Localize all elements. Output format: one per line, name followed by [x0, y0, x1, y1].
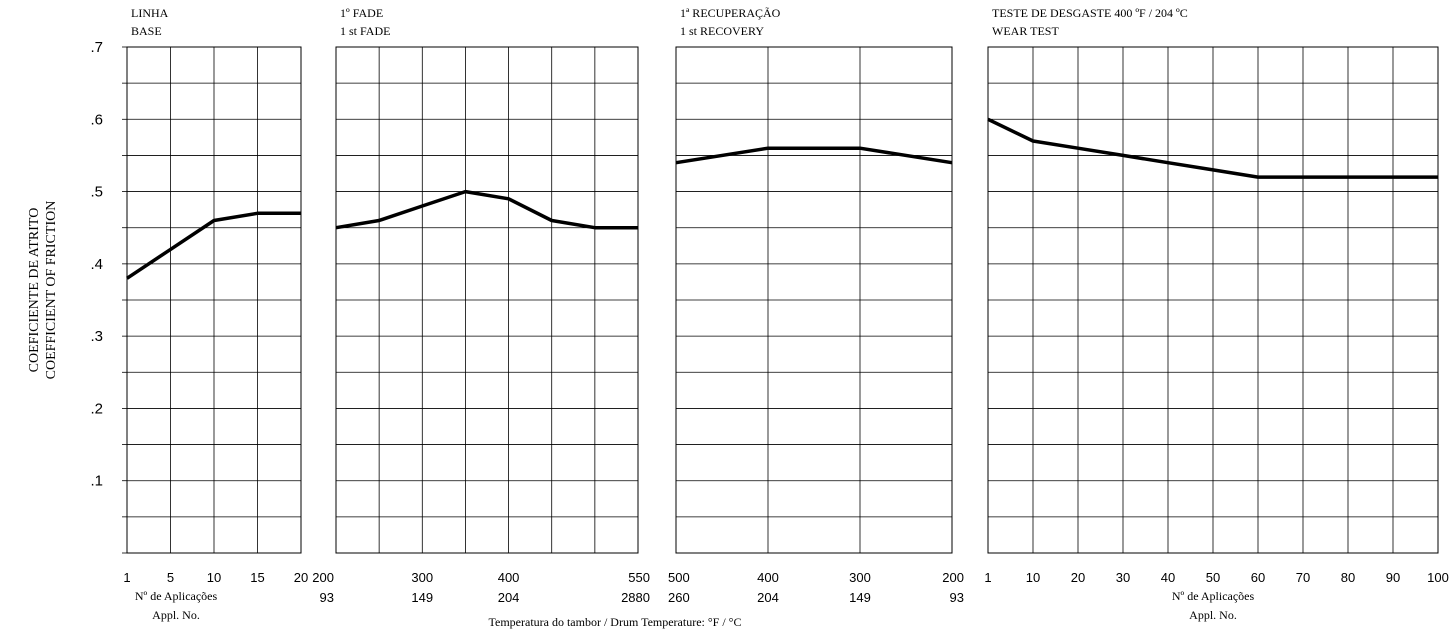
y-axis-label-line1: COEFICIENTE DE ATRITO — [27, 208, 42, 373]
x-tick-label: 1 — [123, 570, 130, 585]
x-tick-label-bottom: 93 — [950, 590, 964, 605]
panel-4 — [987, 46, 1439, 554]
grid-layer — [122, 46, 1439, 554]
x-tick-label-top: 400 — [498, 570, 520, 585]
x-tick-label-top: 500 — [668, 570, 690, 585]
x-tick-label: 90 — [1386, 570, 1400, 585]
x-axis-label-line1: Nº de Aplicações — [135, 589, 218, 603]
y-axis-label-line2: COEFFICIENT OF FRICTION — [44, 201, 59, 380]
panel-title-line1: 1º FADE — [340, 6, 383, 20]
y-tick-label: .4 — [90, 256, 103, 273]
x-tick-label: 100 — [1427, 570, 1449, 585]
panel-1 — [126, 46, 302, 554]
panel-3 — [675, 46, 953, 554]
y-tick-label: .6 — [90, 111, 103, 128]
x-tick-label-bottom: 204 — [498, 590, 520, 605]
x-tick-label-bottom: 260 — [668, 590, 690, 605]
x-tick-label: 20 — [294, 570, 308, 585]
panel-title-line1: TESTE DE DESGASTE 400 ºF / 204 ºC — [992, 6, 1188, 20]
x-tick-label: 40 — [1161, 570, 1175, 585]
y-tick-label: .2 — [90, 400, 103, 417]
x-tick-label-bottom: 93 — [320, 590, 334, 605]
y-tick-label: .3 — [90, 328, 103, 345]
y-tick-label: .5 — [90, 184, 103, 201]
series-layer — [126, 117, 1438, 280]
panel-title-line1: 1ª RECUPERAÇÃO — [680, 6, 781, 20]
panel-title-line2: WEAR TEST — [992, 24, 1059, 38]
x-axis-label-line1: Nº de Aplicações — [1172, 589, 1255, 603]
x-tick-label: 15 — [250, 570, 264, 585]
drum-temperature-caption: Temperatura do tambor / Drum Temperature… — [489, 615, 742, 629]
x-tick-label: 70 — [1296, 570, 1310, 585]
x-tick-label: 30 — [1116, 570, 1130, 585]
panel-title-line2: 1 st RECOVERY — [680, 24, 764, 38]
panel-2 — [335, 46, 639, 554]
x-tick-label-top: 400 — [757, 570, 779, 585]
x-tick-label-bottom: 204 — [757, 590, 779, 605]
x-tick-label-bottom: 2880 — [621, 590, 650, 605]
x-tick-label-top: 200 — [942, 570, 964, 585]
x-tick-label-bottom: 149 — [411, 590, 433, 605]
panel-title-line2: BASE — [131, 24, 162, 38]
x-axis-label-line2: Appl. No. — [1189, 608, 1237, 622]
series-line-panel-3 — [675, 146, 953, 165]
series-line-panel-1 — [126, 211, 301, 280]
panel-title-line2: 1 st FADE — [340, 24, 390, 38]
series-line-panel-4 — [987, 117, 1438, 179]
x-tick-label-bottom: 149 — [849, 590, 871, 605]
x-tick-label: 10 — [1026, 570, 1040, 585]
x-tick-label-top: 550 — [628, 570, 650, 585]
x-tick-label: 60 — [1251, 570, 1265, 585]
y-tick-label: .1 — [90, 473, 103, 490]
x-tick-label: 5 — [167, 570, 174, 585]
x-tick-label-top: 300 — [849, 570, 871, 585]
x-tick-label-top: 300 — [411, 570, 433, 585]
y-tick-label: .7 — [90, 39, 103, 56]
x-tick-label: 10 — [207, 570, 221, 585]
x-tick-label: 80 — [1341, 570, 1355, 585]
x-tick-label: 20 — [1071, 570, 1085, 585]
series-line-panel-2 — [335, 189, 638, 230]
x-tick-label: 50 — [1206, 570, 1220, 585]
panel-title-line1: LINHA — [131, 6, 169, 20]
x-tick-label: 1 — [984, 570, 991, 585]
x-axis-label-line2: Appl. No. — [152, 608, 200, 622]
x-tick-label-top: 200 — [312, 570, 334, 585]
